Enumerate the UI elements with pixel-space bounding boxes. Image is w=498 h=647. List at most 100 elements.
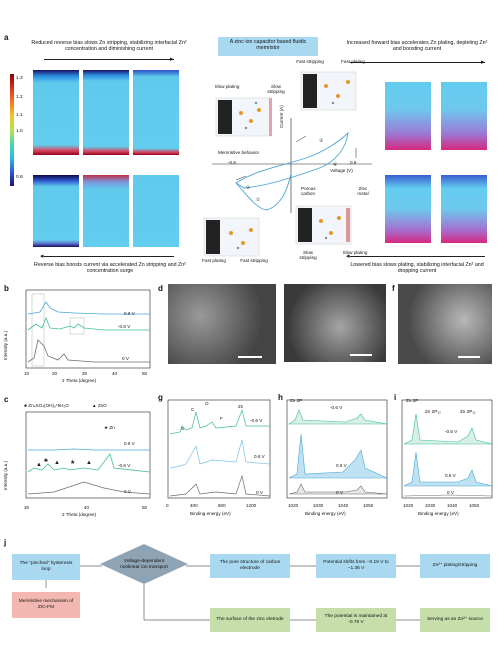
x-tick: 1200 xyxy=(246,503,257,508)
axis-label-voltage: Voltage (V) xyxy=(330,168,353,173)
caption-bottom-right: Lowered bias slows plating, stabilizing … xyxy=(350,262,484,275)
hysteresis-schematic xyxy=(203,71,372,257)
peak-label-f: F xyxy=(220,416,223,421)
x-tick: 30 xyxy=(82,371,88,376)
x-tick: 800 xyxy=(218,503,226,508)
concentration-map xyxy=(83,70,129,155)
label-slow-stripping-2: Slow stripping xyxy=(299,250,317,261)
scale-bar xyxy=(350,354,372,356)
diamond-voltage-dependent: Voltage-dependent nonlinear ion transpor… xyxy=(120,559,168,570)
series-label: 0.6 V xyxy=(124,311,135,316)
scale-bar xyxy=(458,356,480,358)
concentration-map xyxy=(385,175,431,243)
x-tick: 40 xyxy=(84,505,90,510)
x-tick: 20 xyxy=(52,371,58,376)
legend-zn: ★ Zn xyxy=(104,425,115,430)
caption-top-left: Reduced reverse bias slows Zn stripping,… xyxy=(31,40,187,53)
axis-label-current: Current (A) xyxy=(279,105,284,128)
x-tick: 1020 xyxy=(403,503,414,508)
x-tick: 1040 xyxy=(338,503,349,508)
legend-zinc-sulfate: ♣ Zn₄SO₄(OH)₆*5H₂O xyxy=(24,403,69,408)
peak-label-s: S xyxy=(181,426,185,431)
arrow-head-left-icon: ◂ xyxy=(40,253,44,260)
series-label: 0.6 V xyxy=(336,463,347,468)
arrow-left-bottom xyxy=(44,256,174,257)
x-axis-label: Binding energy (eV) xyxy=(418,511,459,516)
series-label: -0.6 V xyxy=(250,418,263,423)
xps-zn2p-plot-i xyxy=(401,399,493,499)
legend-zno: ▲ ZnO xyxy=(92,403,107,408)
series-label: 0 V xyxy=(336,490,343,495)
label-fast-stripping-2: Fast stripping xyxy=(240,258,268,263)
center-title: A zinc ion capacitor based fluidic memri… xyxy=(218,37,318,56)
svg-text:★: ★ xyxy=(70,459,75,466)
colorbar-tick: 1.0 xyxy=(16,129,23,134)
step-1: ① xyxy=(256,197,261,202)
peak-label-zn: Zn xyxy=(238,404,244,409)
concentration-map xyxy=(33,70,79,155)
box-potential-maintained: The potential is maintained at -0.76 V xyxy=(316,608,396,632)
arrow-right-top xyxy=(44,59,174,60)
series-label: -0.6 V xyxy=(118,324,131,329)
x-axis-label: 2 Theta (degree) xyxy=(62,378,97,383)
caption-bottom-left: Reverse bias boosts current via accelera… xyxy=(34,262,186,275)
x-axis-label: 2 Theta (degree) xyxy=(62,512,97,517)
sem-image-d xyxy=(168,284,276,364)
svg-text:▲: ▲ xyxy=(86,460,92,466)
peak-label-2p12: Zn 2P₁₂ xyxy=(460,409,476,414)
label-porous-carbon: Porous carbon xyxy=(301,186,316,197)
concentration-map xyxy=(133,175,179,247)
step-2: ② xyxy=(246,185,251,190)
panel-label-g: g xyxy=(158,393,163,402)
scale-bar xyxy=(238,356,262,358)
concentration-map xyxy=(385,82,431,150)
box-pore-structure: The pore structure of carbon electrode xyxy=(210,554,290,578)
arrow-head-icon-2: ▸ xyxy=(481,59,485,66)
plot-title: Zn 2P xyxy=(290,398,303,403)
peak-label-c: C xyxy=(191,407,195,412)
arrow-head-left-icon-2: ◂ xyxy=(346,253,350,260)
label-fast-plating-2: Fast plating xyxy=(202,258,226,263)
xps-survey-plot xyxy=(167,399,271,499)
label-fast-stripping: Fast stripping xyxy=(296,59,324,64)
label-zinc-metal: Zinc metal xyxy=(357,186,369,197)
x-tick: 1030 xyxy=(313,503,324,508)
tick-v-neg: -0.6 xyxy=(228,160,236,165)
label-memristive-behavior: Memristive behavior xyxy=(218,150,260,155)
svg-text:▲: ▲ xyxy=(54,460,60,466)
panel-label-f: f xyxy=(392,284,395,293)
x-tick: 40 xyxy=(112,371,118,376)
label-slow-stripping: Slow stripping xyxy=(267,84,285,95)
colorbar xyxy=(10,74,14,186)
x-tick: 1050 xyxy=(363,503,374,508)
panel-label-b: b xyxy=(4,284,9,293)
panel-label-h: h xyxy=(278,393,283,402)
peak-label-2p32: Zn 2P₃₂ xyxy=(425,409,441,414)
y-axis-label: Intensity (a.u.) xyxy=(3,460,8,490)
x-tick: 1020 xyxy=(288,503,299,508)
box-zinc-surface: The surface of the zinc eletrode xyxy=(210,608,290,632)
concentration-map xyxy=(83,175,129,247)
concentration-map xyxy=(441,82,487,150)
xps-zn2p-plot-h xyxy=(286,399,388,499)
label-slow-plating-2: Slow plating xyxy=(342,250,368,255)
panel-label-j: j xyxy=(4,538,7,547)
box-potential-shifts: Potential shifts from −0.16 V to −1.36 V xyxy=(316,554,396,578)
x-tick: 1030 xyxy=(425,503,436,508)
x-tick: 50 xyxy=(142,505,148,510)
box-pinched-loop: The "pinched" hysteresis loop xyxy=(12,554,80,580)
colorbar-tick: 1.2 xyxy=(16,95,23,100)
series-label: -0.6 V xyxy=(445,429,458,434)
sem-image-e xyxy=(284,284,386,362)
series-label: 0 V xyxy=(447,490,454,495)
series-label: 0 V xyxy=(124,489,131,494)
label-slow-plating: Slow plating xyxy=(214,84,240,89)
series-label: 0.6 V xyxy=(124,441,135,446)
x-tick: 30 xyxy=(24,505,30,510)
step-4: ④ xyxy=(333,162,338,167)
panel-label-a: a xyxy=(4,33,9,42)
concentration-map xyxy=(133,70,179,155)
series-label: -0.6 V xyxy=(118,463,131,468)
concentration-map xyxy=(441,175,487,243)
flowchart-connectors xyxy=(45,544,420,621)
